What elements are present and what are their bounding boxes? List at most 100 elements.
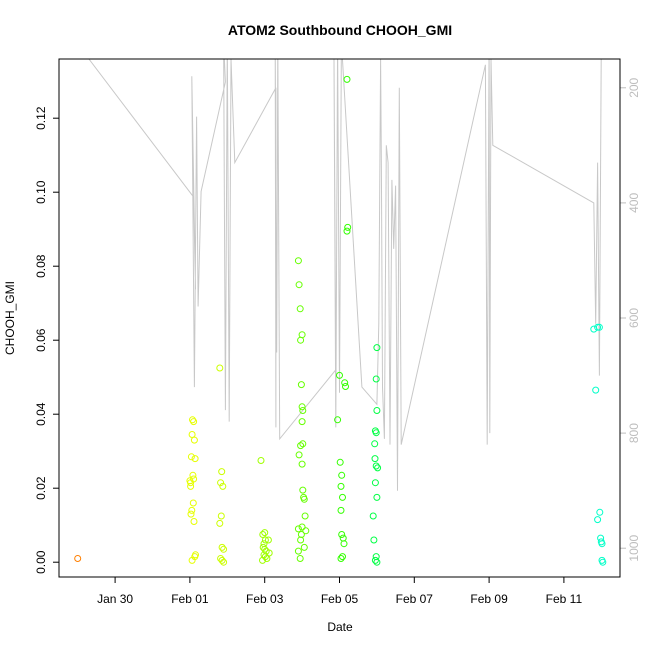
data-point [298, 418, 306, 426]
x-axis-tick-label: Feb 09 [470, 592, 508, 606]
data-point [190, 475, 198, 483]
data-point [296, 305, 304, 313]
y-axis-tick-label: 0.06 [34, 328, 48, 352]
data-point [342, 383, 349, 390]
data-point [295, 281, 303, 289]
scatter-points-group [74, 75, 607, 566]
data-point [372, 462, 380, 470]
data-point [371, 556, 379, 564]
data-point [187, 453, 195, 461]
y-axis-tick-label: 0.10 [34, 180, 48, 204]
data-point [190, 418, 198, 426]
data-point [294, 257, 302, 265]
data-point [594, 516, 602, 524]
data-point [374, 464, 382, 472]
data-point [371, 479, 379, 487]
data-point [344, 223, 352, 231]
right-axis: 200 400 600 800 1000 [620, 77, 641, 562]
data-point [297, 442, 305, 450]
data-point [261, 536, 269, 544]
data-point [340, 540, 348, 548]
x-axis-tick-label: Feb 11 [546, 592, 583, 606]
x-axis-tick-label: Feb 05 [321, 592, 359, 606]
y-axis-tick-label: 0.02 [34, 476, 48, 500]
data-point [295, 451, 303, 459]
data-point [299, 407, 307, 414]
data-point [259, 556, 266, 564]
data-point [298, 460, 306, 468]
data-point [217, 479, 225, 487]
data-point [192, 551, 199, 559]
right-axis-tick-label: 600 [627, 308, 641, 328]
y-axis-label: CHOOH_GMI [3, 281, 17, 355]
data-point [334, 416, 342, 424]
data-point [301, 512, 309, 520]
data-point [296, 555, 304, 562]
chart-title: ATOM2 Southbound CHOOH_GMI [228, 22, 452, 38]
data-point [595, 323, 603, 331]
y-axis-tick-label: 0.08 [34, 254, 48, 278]
data-point [372, 429, 380, 437]
data-point [337, 506, 345, 514]
data-point [298, 523, 306, 531]
data-point [190, 436, 198, 444]
data-point [188, 506, 196, 514]
data-point [598, 540, 606, 548]
data-point [187, 482, 195, 490]
data-point [220, 545, 228, 553]
data-point [337, 555, 345, 562]
data-point [298, 403, 306, 411]
data-point [299, 486, 307, 494]
data-point [191, 455, 199, 463]
data-point [218, 543, 226, 551]
right-axis-tick-label: 200 [627, 77, 641, 97]
right-axis-tick-label: 400 [627, 193, 641, 213]
right-axis-tick-label: 800 [627, 423, 641, 443]
data-point [300, 495, 308, 503]
data-point [339, 534, 347, 542]
y-axis-tick-label: 0.00 [34, 550, 48, 574]
data-point [265, 549, 273, 557]
x-axis-label: Date [327, 620, 353, 634]
y-axis: 0.00 0.02 0.04 0.06 0.08 0.10 0.12 [34, 106, 59, 574]
data-point [343, 227, 351, 235]
data-point [590, 325, 598, 333]
data-point [336, 371, 343, 379]
y-axis-tick-label: 0.04 [34, 402, 48, 426]
data-point [372, 375, 380, 383]
data-point [294, 547, 302, 555]
data-point [187, 510, 195, 518]
data-point [218, 468, 226, 476]
data-point [339, 553, 346, 561]
data-point [337, 482, 345, 490]
x-axis-tick-label: Jan 30 [97, 592, 133, 606]
data-point [189, 416, 196, 424]
data-point [373, 493, 381, 501]
data-point [599, 558, 607, 566]
data-point [339, 493, 346, 501]
y-axis-tick-label: 0.12 [34, 106, 48, 130]
data-point [343, 75, 351, 83]
data-point [299, 440, 307, 448]
data-point [297, 336, 305, 344]
data-point [220, 558, 228, 566]
data-point [190, 518, 198, 525]
x-axis-tick-label: Feb 03 [246, 592, 284, 606]
data-point [297, 536, 305, 544]
data-point [297, 381, 305, 389]
data-point [188, 431, 196, 438]
data-point [371, 455, 379, 463]
data-point [373, 558, 381, 566]
data-point [218, 556, 226, 564]
data-point [189, 471, 197, 479]
x-axis-tick-label: Feb 07 [396, 592, 434, 606]
data-point [257, 457, 265, 464]
data-point [189, 499, 197, 507]
data-point [259, 531, 267, 538]
data-point [264, 536, 272, 544]
data-point [74, 555, 82, 562]
right-axis-tick-label: 1000 [627, 535, 641, 562]
data-point [371, 440, 379, 448]
data-point [341, 379, 349, 387]
